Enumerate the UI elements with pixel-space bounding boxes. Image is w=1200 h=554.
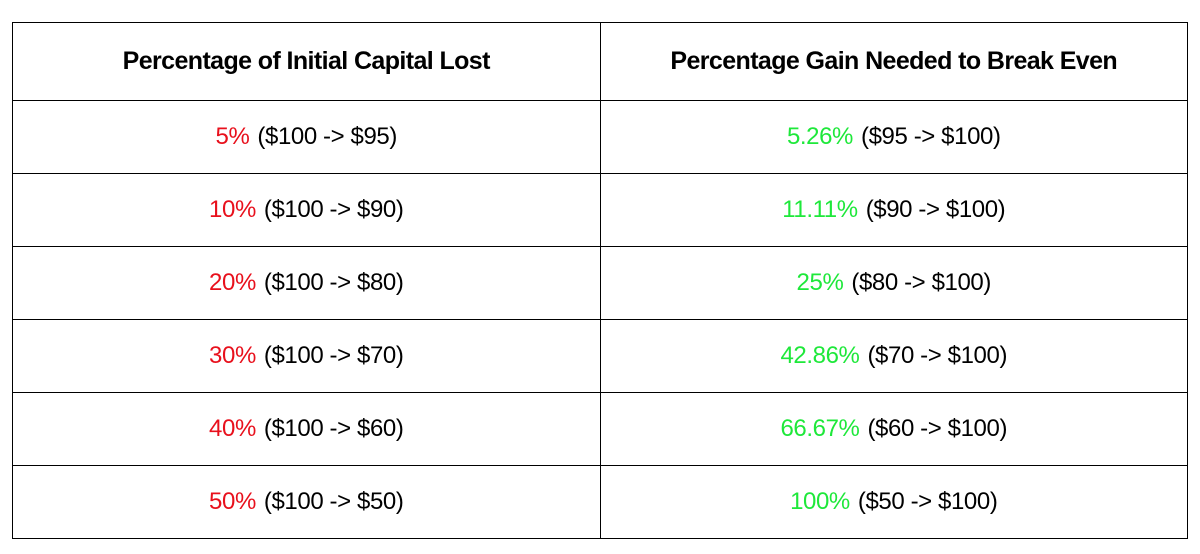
header-row: Percentage of Initial Capital Lost Perce… (12, 22, 1188, 101)
table-cell: 42.86% ($70 -> $100) (599, 319, 1188, 393)
detail: ($80 -> $100) (851, 269, 991, 296)
table-cell: 50% ($100 -> $50) (12, 465, 601, 539)
percent: 11.11% (782, 196, 858, 223)
percent: 10% (209, 196, 256, 223)
percent: 100% (790, 488, 850, 515)
percent: 50% (209, 488, 256, 515)
percent: 20% (209, 269, 256, 296)
table-body: 5% ($100 -> $95) 5.26% ($95 -> $100) 10% ($10… (12, 100, 1188, 539)
table-cell: 5% ($100 -> $95) (12, 100, 601, 174)
percent: 66.67% (780, 415, 860, 442)
table-head: Percentage of Initial Capital Lost Perce… (12, 22, 1188, 101)
table-row: 50% ($100 -> $50) 100% ($50 -> $100) (12, 465, 1188, 539)
table-cell: 100% ($50 -> $100) (599, 465, 1188, 539)
table-cell: 66.67% ($60 -> $100) (599, 392, 1188, 466)
detail: ($70 -> $100) (867, 342, 1008, 369)
table-cell: 11.11% ($90 -> $100) (599, 173, 1188, 247)
breakeven-table: Percentage of Initial Capital Lost Perce… (12, 22, 1188, 539)
table-row: 10% ($100 -> $90) 11.11% ($90 -> $100) (12, 173, 1188, 247)
table-row: 5% ($100 -> $95) 5.26% ($95 -> $100) (12, 100, 1188, 174)
percent: 42.86% (780, 342, 860, 369)
percent: 40% (209, 415, 256, 442)
table-cell: 10% ($100 -> $90) (12, 173, 601, 247)
table-cell: 40% ($100 -> $60) (12, 392, 601, 466)
percent: 30% (209, 342, 256, 369)
detail: ($100 -> $80) (263, 269, 404, 296)
table-row: 40% ($100 -> $60) 66.67% ($60 -> $100) (12, 392, 1188, 466)
percent: 25% (796, 269, 844, 296)
detail: ($100 -> $90) (263, 196, 404, 223)
table-cell: 5.26% ($95 -> $100) (599, 100, 1188, 174)
header-cell: Percentage of Initial Capital Lost (12, 22, 601, 101)
table-row: 20% ($100 -> $80) 25% ($80 -> $100) (12, 246, 1188, 320)
detail: ($60 -> $100) (867, 415, 1008, 442)
percent: 5.26% (786, 123, 853, 150)
percent: 5% (215, 123, 250, 150)
detail: ($50 -> $100) (857, 488, 998, 515)
detail: ($100 -> $95) (257, 123, 397, 150)
detail: ($100 -> $60) (263, 415, 404, 442)
detail: ($100 -> $70) (263, 342, 404, 369)
table-cell: 20% ($100 -> $80) (12, 246, 601, 320)
table-row: 30% ($100 -> $70) 42.86% ($70 -> $100) (12, 319, 1188, 393)
table-cell: 25% ($80 -> $100) (599, 246, 1188, 320)
table-cell: 30% ($100 -> $70) (12, 319, 601, 393)
header-cell: Percentage Gain Needed to Break Even (599, 22, 1188, 101)
detail: ($90 -> $100) (865, 196, 1006, 223)
detail: ($100 -> $50) (263, 488, 404, 515)
detail: ($95 -> $100) (861, 123, 1001, 150)
